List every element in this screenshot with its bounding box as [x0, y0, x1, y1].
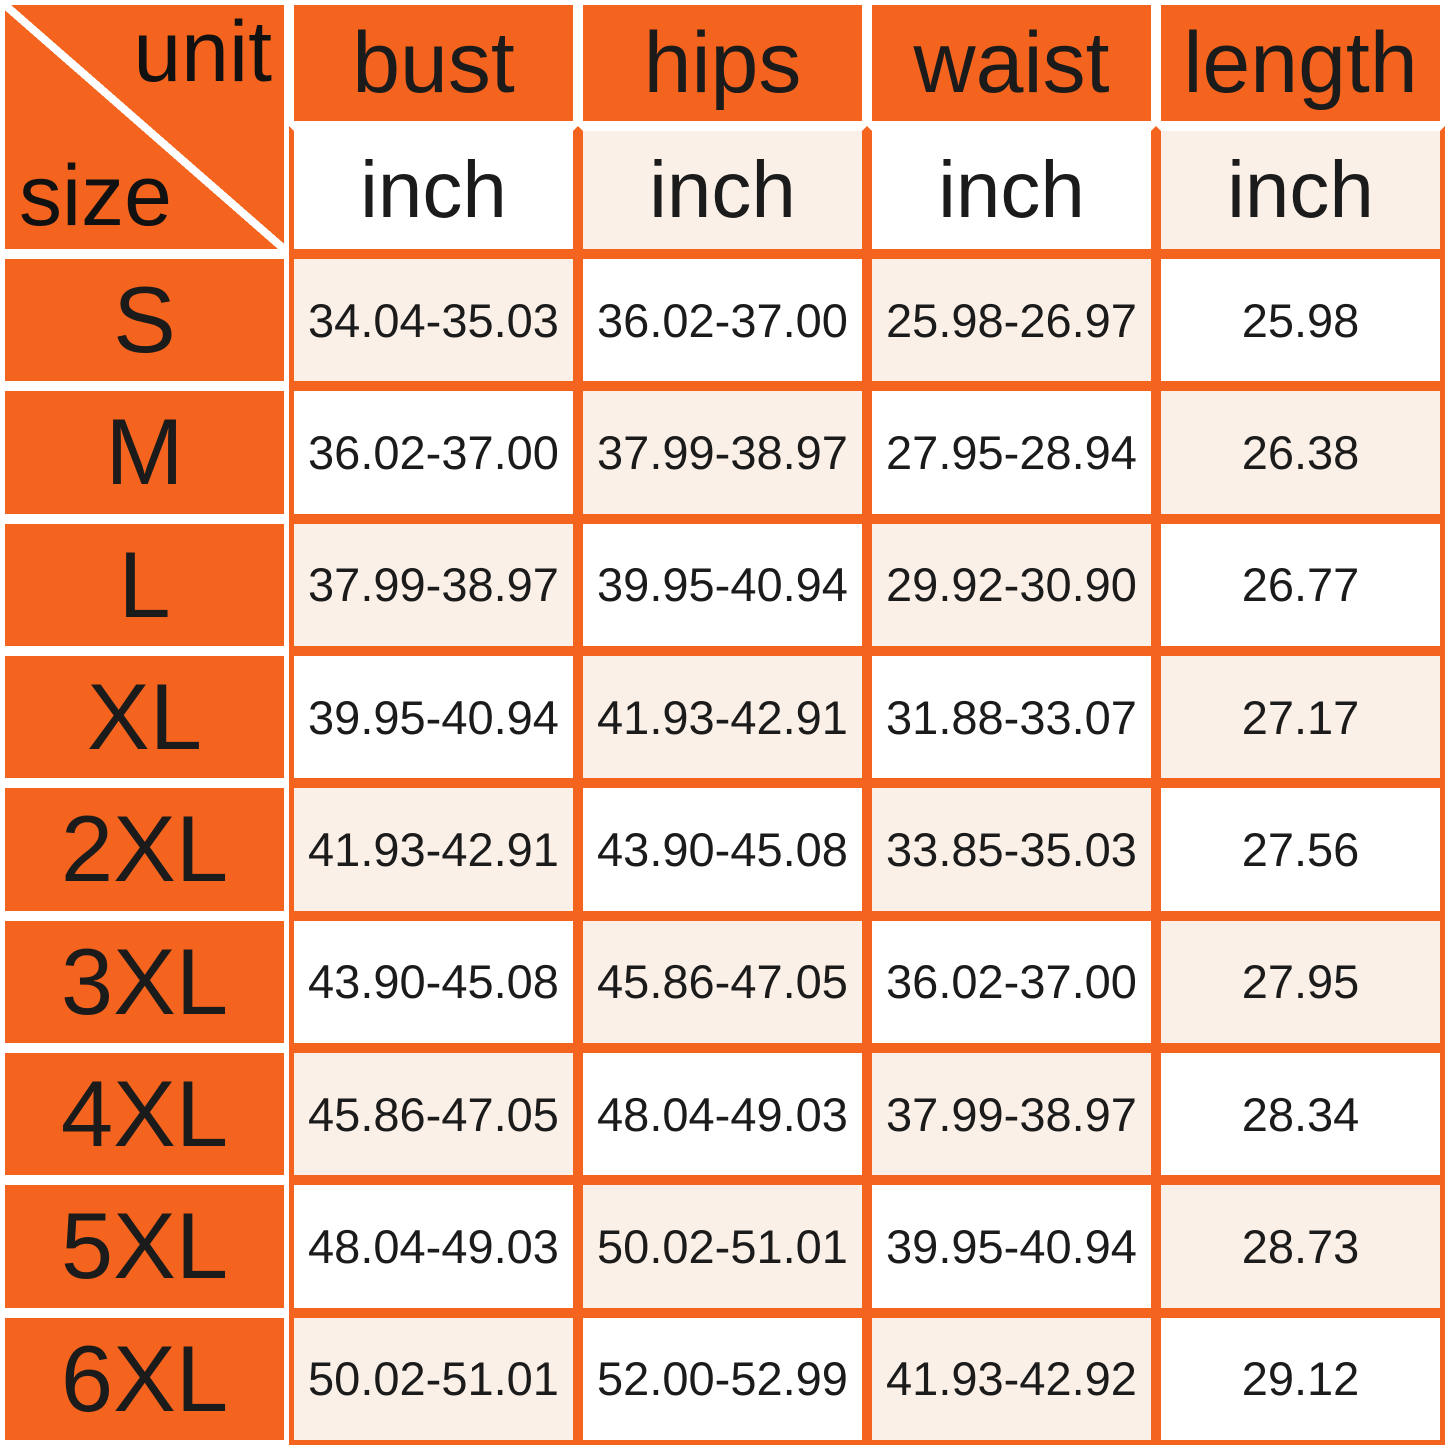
- cell-m-bust: 36.02-37.00: [289, 386, 578, 519]
- cell-m-waist: 27.95-28.94: [867, 386, 1156, 519]
- header-cell-length: length: [1156, 0, 1445, 126]
- unit-cell-hips: inch: [578, 126, 867, 254]
- size-cell-6xl: 6XL: [0, 1312, 289, 1445]
- corner-cell: unit size: [0, 0, 289, 254]
- cell-6xl-bust: 50.02-51.01: [289, 1312, 578, 1445]
- cell-s-length: 25.98: [1156, 254, 1445, 387]
- cell-m-hips: 37.99-38.97: [578, 386, 867, 519]
- table-row-m: M 36.02-37.00 37.99-38.97 27.95-28.94 26…: [0, 386, 1445, 519]
- cell-3xl-length: 27.95: [1156, 915, 1445, 1048]
- cell-xl-hips: 41.93-42.91: [578, 650, 867, 784]
- header-cell-bust: bust: [289, 0, 578, 126]
- size-label: size: [19, 148, 172, 244]
- table-row-4xl: 4XL 45.86-47.05 48.04-49.03 37.99-38.97 …: [0, 1047, 1445, 1181]
- unit-cell-waist: inch: [867, 126, 1156, 254]
- cell-l-waist: 29.92-30.90: [867, 518, 1156, 651]
- cell-s-waist: 25.98-26.97: [867, 254, 1156, 387]
- size-cell-5xl: 5XL: [0, 1180, 289, 1313]
- cell-m-length: 26.38: [1156, 386, 1445, 519]
- cell-6xl-waist: 41.93-42.92: [867, 1312, 1156, 1445]
- size-cell-m: M: [0, 386, 289, 519]
- table-row-5xl: 5XL 48.04-49.03 50.02-51.01 39.95-40.94 …: [0, 1180, 1445, 1313]
- cell-2xl-hips: 43.90-45.08: [578, 783, 867, 916]
- cell-xl-waist: 31.88-33.07: [867, 650, 1156, 784]
- cell-4xl-waist: 37.99-38.97: [867, 1047, 1156, 1181]
- table-row-2xl: 2XL 41.93-42.91 43.90-45.08 33.85-35.03 …: [0, 783, 1445, 916]
- table-row-l: L 37.99-38.97 39.95-40.94 29.92-30.90 26…: [0, 518, 1445, 651]
- cell-xl-bust: 39.95-40.94: [289, 650, 578, 784]
- cell-5xl-waist: 39.95-40.94: [867, 1180, 1156, 1313]
- size-cell-3xl: 3XL: [0, 915, 289, 1048]
- cell-s-hips: 36.02-37.00: [578, 254, 867, 387]
- header-cell-waist: waist: [867, 0, 1156, 126]
- cell-5xl-bust: 48.04-49.03: [289, 1180, 578, 1313]
- cell-4xl-bust: 45.86-47.05: [289, 1047, 578, 1181]
- cell-xl-length: 27.17: [1156, 650, 1445, 784]
- cell-3xl-waist: 36.02-37.00: [867, 915, 1156, 1048]
- cell-3xl-bust: 43.90-45.08: [289, 915, 578, 1048]
- unit-cell-length: inch: [1156, 126, 1445, 254]
- cell-2xl-bust: 41.93-42.91: [289, 783, 578, 916]
- cell-l-hips: 39.95-40.94: [578, 518, 867, 651]
- size-cell-4xl: 4XL: [0, 1047, 289, 1181]
- table-row-xl: XL 39.95-40.94 41.93-42.91 31.88-33.07 2…: [0, 650, 1445, 784]
- table-row-6xl: 6XL 50.02-51.01 52.00-52.99 41.93-42.92 …: [0, 1312, 1445, 1445]
- cell-2xl-waist: 33.85-35.03: [867, 783, 1156, 916]
- cell-4xl-hips: 48.04-49.03: [578, 1047, 867, 1181]
- cell-l-bust: 37.99-38.97: [289, 518, 578, 651]
- size-cell-l: L: [0, 518, 289, 651]
- size-cell-s: S: [0, 254, 289, 387]
- cell-5xl-hips: 50.02-51.01: [578, 1180, 867, 1313]
- corner-diagonal: unit size: [5, 5, 284, 249]
- size-cell-2xl: 2XL: [0, 783, 289, 916]
- cell-3xl-hips: 45.86-47.05: [578, 915, 867, 1048]
- cell-6xl-hips: 52.00-52.99: [578, 1312, 867, 1445]
- cell-5xl-length: 28.73: [1156, 1180, 1445, 1313]
- cell-2xl-length: 27.56: [1156, 783, 1445, 916]
- unit-cell-bust: inch: [289, 126, 578, 254]
- cell-4xl-length: 28.34: [1156, 1047, 1445, 1181]
- table-row-3xl: 3XL 43.90-45.08 45.86-47.05 36.02-37.00 …: [0, 915, 1445, 1048]
- unit-label: unit: [133, 4, 272, 100]
- cell-6xl-length: 29.12: [1156, 1312, 1445, 1445]
- size-cell-xl: XL: [0, 650, 289, 784]
- cell-s-bust: 34.04-35.03: [289, 254, 578, 387]
- cell-l-length: 26.77: [1156, 518, 1445, 651]
- table-row-s: S 34.04-35.03 36.02-37.00 25.98-26.97 25…: [0, 254, 1445, 387]
- header-cell-hips: hips: [578, 0, 867, 126]
